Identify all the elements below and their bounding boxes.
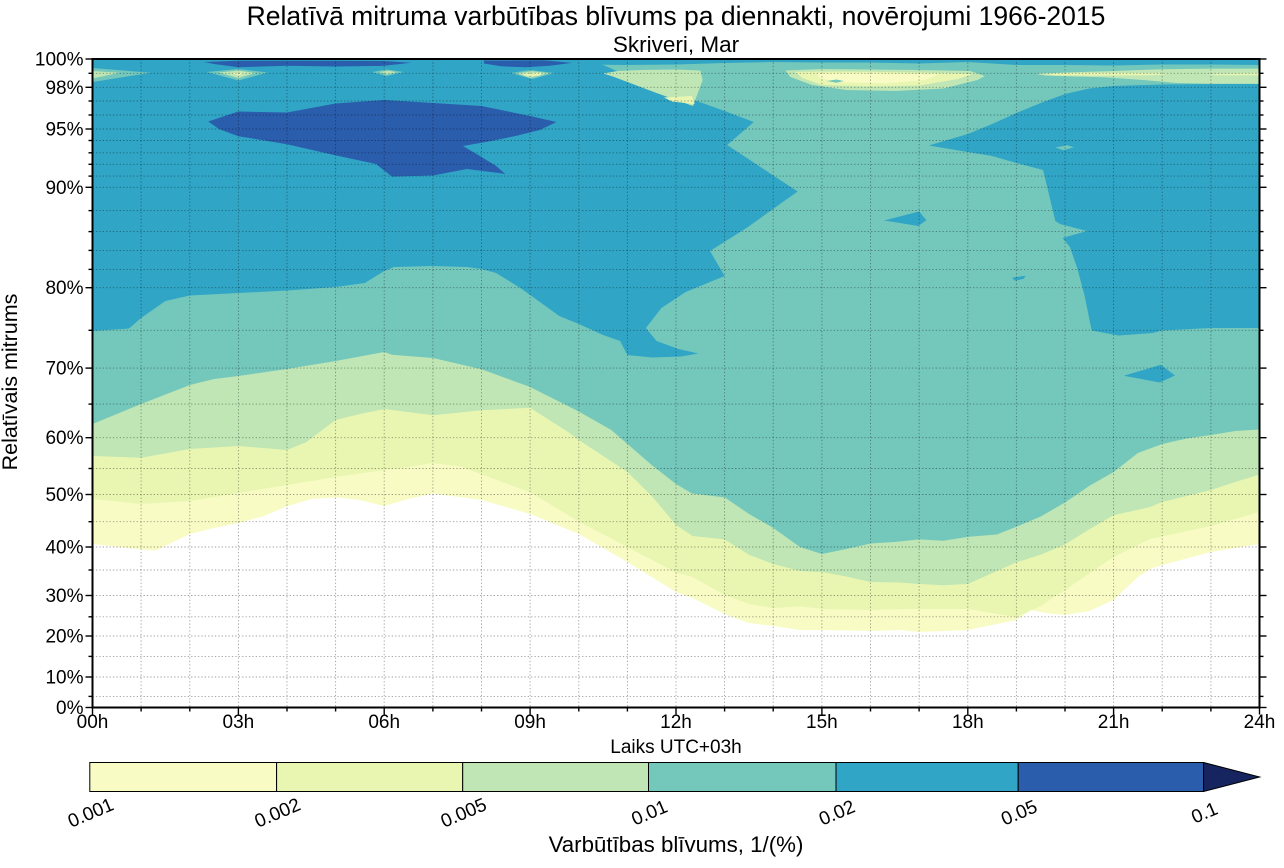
svg-text:100%: 100% <box>35 50 84 71</box>
svg-text:98%: 98% <box>45 78 83 99</box>
svg-text:Relatīvā mitruma varbūtības bl: Relatīvā mitruma varbūtības blīvums pa d… <box>247 1 1106 31</box>
svg-text:Varbūtības blīvums, 1/(%): Varbūtības blīvums, 1/(%) <box>549 832 804 857</box>
svg-text:Skriveri, Mar: Skriveri, Mar <box>613 32 740 57</box>
svg-text:80%: 80% <box>45 278 83 299</box>
svg-text:10%: 10% <box>45 668 83 689</box>
svg-text:09h: 09h <box>514 712 546 733</box>
svg-text:18h: 18h <box>952 712 984 733</box>
svg-text:06h: 06h <box>368 712 400 733</box>
svg-text:21h: 21h <box>1098 712 1130 733</box>
svg-text:20%: 20% <box>45 627 83 648</box>
svg-text:40%: 40% <box>45 538 83 559</box>
svg-text:Laiks UTC+03h: Laiks UTC+03h <box>610 737 741 758</box>
svg-text:30%: 30% <box>45 586 83 607</box>
svg-text:60%: 60% <box>45 428 83 449</box>
svg-text:95%: 95% <box>45 120 83 141</box>
svg-text:70%: 70% <box>45 359 83 380</box>
svg-text:90%: 90% <box>45 178 83 199</box>
svg-text:15h: 15h <box>806 712 838 733</box>
svg-text:00h: 00h <box>77 712 109 733</box>
svg-text:12h: 12h <box>660 712 692 733</box>
svg-text:50%: 50% <box>45 485 83 506</box>
svg-text:0%: 0% <box>56 698 84 719</box>
svg-text:03h: 03h <box>223 712 255 733</box>
svg-text:24h: 24h <box>1244 712 1276 733</box>
svg-text:Relatīvais mitrums: Relatīvais mitrums <box>0 294 22 471</box>
